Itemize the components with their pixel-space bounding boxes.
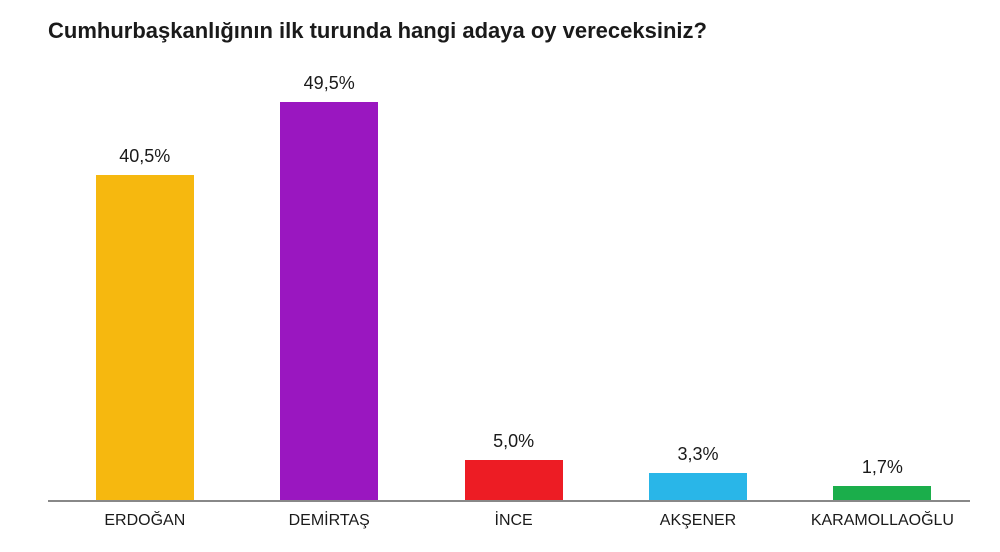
bar-value-label: 40,5% xyxy=(119,146,170,167)
x-axis-label: İNCE xyxy=(494,512,532,530)
bar-group: 3,3% xyxy=(649,444,747,500)
chart-title: Cumhurbaşkanlığının ilk turunda hangi ad… xyxy=(48,18,707,44)
x-axis-label: AKŞENER xyxy=(660,512,736,530)
bar xyxy=(833,486,931,500)
bar-value-label: 5,0% xyxy=(493,431,534,452)
bar xyxy=(649,473,747,500)
bar-group: 40,5% xyxy=(96,146,194,500)
bar xyxy=(465,460,563,500)
poll-chart: Cumhurbaşkanlığının ilk turunda hangi ad… xyxy=(0,0,1000,552)
bar xyxy=(96,175,194,500)
bar xyxy=(280,102,378,500)
x-axis-label: KARAMOLLAOĞLU xyxy=(811,512,954,530)
bar-value-label: 49,5% xyxy=(304,73,355,94)
bar-group: 1,7% xyxy=(833,457,931,500)
bar-value-label: 3,3% xyxy=(677,444,718,465)
x-axis-label: ERDOĞAN xyxy=(104,512,185,530)
bar-group: 49,5% xyxy=(280,73,378,500)
x-axis-label: DEMİRTAŞ xyxy=(289,512,370,530)
plot-area: 40,5% 49,5% 5,0% 3,3% 1,7% xyxy=(48,60,970,502)
bar-value-label: 1,7% xyxy=(862,457,903,478)
bar-group: 5,0% xyxy=(465,431,563,500)
